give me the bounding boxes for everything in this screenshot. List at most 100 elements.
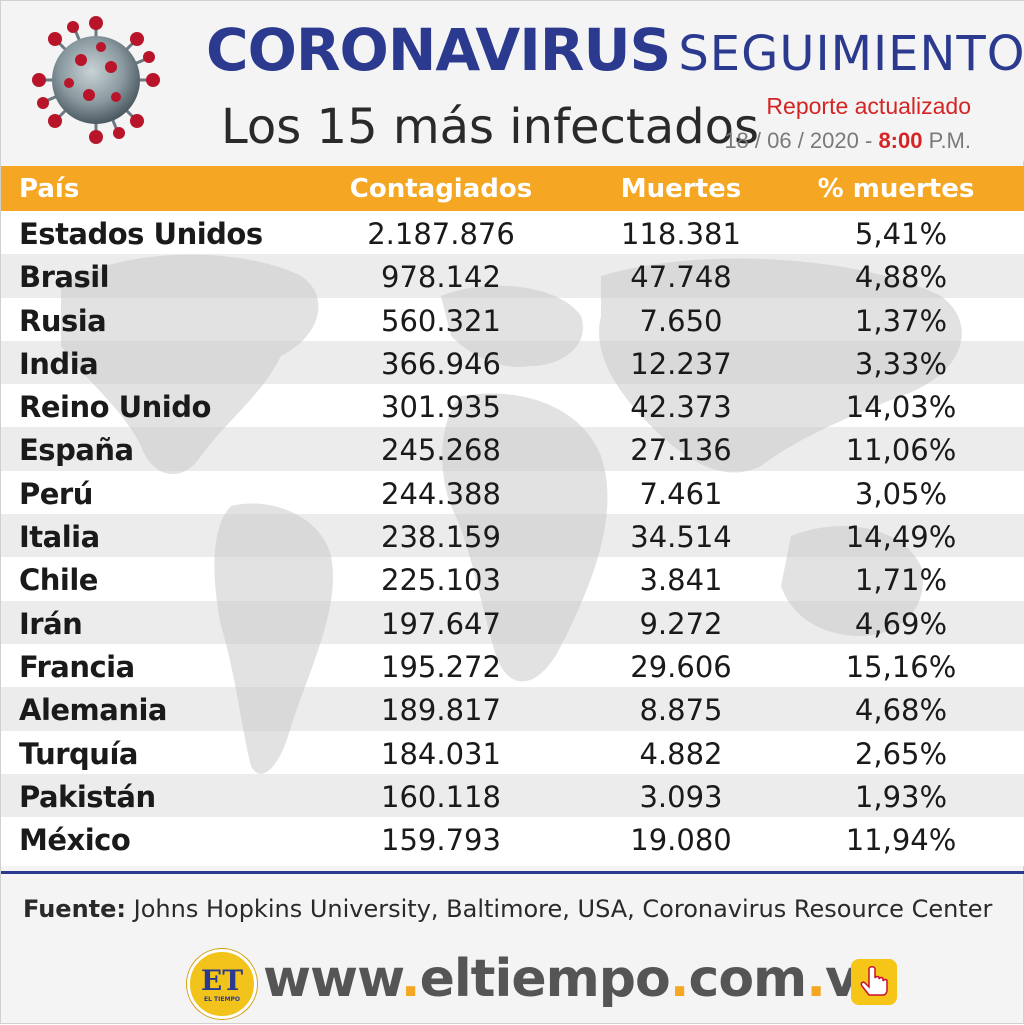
cell-pais: España [19, 433, 134, 468]
cell-contagiados: 160.118 [381, 779, 501, 814]
cell-muertes: 42.373 [630, 390, 732, 425]
source-label: Fuente: [23, 895, 126, 923]
cell-contagiados: 238.159 [381, 520, 501, 555]
cell-pais: Francia [19, 649, 135, 684]
table-row: India 366.946 12.237 3,33% [1, 340, 1024, 385]
cell-pais: Alemania [19, 693, 168, 728]
cell-contagiados: 245.268 [381, 433, 501, 468]
source-text: Johns Hopkins University, Baltimore, USA… [133, 895, 993, 923]
cell-contagiados: 978.142 [381, 260, 501, 295]
el-tiempo-logo: ET EL TIEMPO [187, 949, 257, 1019]
table-row: Brasil 978.142 47.748 4,88% [1, 254, 1024, 298]
cell-contagiados: 225.103 [381, 563, 501, 598]
cell-pais: Reino Unido [19, 390, 211, 425]
cell-pct: 11,06% [845, 433, 957, 468]
cell-contagiados: 195.272 [381, 649, 501, 684]
logo-small-text: EL TIEMPO [204, 996, 240, 1003]
cell-pct: 14,03% [845, 390, 957, 425]
cell-muertes: 8.875 [639, 693, 723, 728]
cell-pct: 15,16% [845, 649, 957, 684]
table-row: Francia 195.272 29.606 15,16% [1, 644, 1024, 687]
cell-muertes: 9.272 [639, 606, 723, 641]
data-table: País Contagiados Muertes % muertes Estad… [1, 166, 1024, 866]
cell-pais: Turquía [19, 736, 138, 771]
table-row: México 159.793 19.080 11,94% [1, 817, 1024, 860]
table-row: España 245.268 27.136 11,06% [1, 427, 1024, 471]
cell-pct: 1,37% [854, 303, 948, 338]
cell-muertes: 27.136 [630, 433, 732, 468]
cell-pct: 1,93% [854, 779, 948, 814]
cell-muertes: 7.461 [639, 476, 723, 511]
cell-contagiados: 560.321 [381, 303, 501, 338]
cell-pct: 4,88% [854, 260, 948, 295]
column-header-pct-muertes: % muertes [817, 174, 975, 204]
report-time: 8:00 [878, 128, 923, 153]
cell-pais: México [19, 823, 131, 858]
url-part: eltiempo [419, 949, 671, 1009]
table-row: Chile 225.103 3.841 1,71% [1, 557, 1024, 600]
website-url[interactable]: www.eltiempo.com.ve [263, 949, 893, 1009]
column-header-contagiados: Contagiados [349, 174, 533, 204]
world-map-background [61, 254, 962, 774]
cell-pais: Irán [19, 606, 83, 641]
report-info: Reporte actualizado 18 / 06 / 2020 - 8:0… [724, 93, 971, 154]
cell-contagiados: 184.031 [381, 736, 501, 771]
cell-muertes: 34.514 [630, 520, 732, 555]
title-bold: CORONAVIRUS [206, 16, 671, 84]
column-header-muertes: Muertes [620, 174, 742, 204]
pointer-hand-icon [851, 959, 897, 1005]
source-note: Fuente: Johns Hopkins University, Baltim… [23, 895, 992, 923]
table-row: Irán 197.647 9.272 4,69% [1, 600, 1024, 644]
cell-muertes: 47.748 [630, 260, 732, 295]
report-label: Reporte actualizado [766, 93, 971, 119]
subtitle: Los 15 más infectados [221, 99, 759, 155]
title-light: SEGUIMIENTO [678, 26, 1024, 82]
cell-contagiados: 159.793 [381, 823, 501, 858]
cell-muertes: 3.841 [639, 563, 723, 598]
cell-pct: 3,33% [854, 346, 948, 381]
cell-pct: 1,71% [854, 563, 948, 598]
cell-pais: Rusia [19, 303, 107, 338]
cell-pais: Perú [19, 476, 93, 511]
table-row: Estados Unidos 2.187.876 118.381 5,41% [1, 211, 1024, 254]
cell-pct: 14,49% [845, 520, 957, 555]
cell-muertes: 19.080 [630, 823, 732, 858]
url-part: www [263, 949, 402, 1009]
cell-pct: 5,41% [854, 217, 948, 251]
cell-contagiados: 2.187.876 [367, 217, 515, 251]
cell-pais: Estados Unidos [19, 217, 263, 251]
footer: ET EL TIEMPO www.eltiempo.com.ve [1, 941, 1024, 1025]
cell-pct: 4,69% [854, 606, 948, 641]
divider [1, 871, 1024, 874]
cell-pct: 11,94% [845, 823, 957, 858]
cell-muertes: 7.650 [639, 303, 723, 338]
cell-pais: Brasil [19, 260, 110, 295]
header: CORONAVIRUS SEGUIMIENTO Los 15 más infect… [1, 1, 1024, 161]
table-row: Rusia 560.321 7.650 1,37% [1, 298, 1024, 341]
cell-pct: 3,05% [854, 476, 948, 511]
column-header-pais: País [19, 174, 80, 204]
table-body: Estados Unidos 2.187.876 118.381 5,41% Bras… [1, 211, 1024, 860]
coronavirus-icon [32, 16, 160, 144]
cell-contagiados: 366.946 [381, 346, 501, 381]
cell-muertes: 3.093 [639, 779, 723, 814]
url-dot: . [806, 949, 826, 1009]
cell-pais: India [19, 346, 99, 381]
report-datetime: 18 / 06 / 2020 - 8:00 P.M. [724, 128, 971, 154]
cell-pais: Chile [19, 563, 98, 598]
cell-muertes: 12.237 [630, 346, 732, 381]
table-row: Alemania 189.817 8.875 4,68% [1, 687, 1024, 731]
cell-pct: 4,68% [854, 693, 948, 728]
table-row: Reino Unido 301.935 42.373 14,03% [1, 384, 1024, 427]
cell-pais: Italia [19, 520, 100, 555]
cell-contagiados: 301.935 [381, 390, 501, 425]
report-date: 18 / 06 / 2020 - [724, 128, 873, 153]
table-row: Pakistán 160.118 3.093 1,93% [1, 773, 1024, 818]
cell-muertes: 118.381 [621, 217, 741, 251]
cell-contagiados: 244.388 [381, 476, 501, 511]
cell-contagiados: 197.647 [381, 606, 501, 641]
cell-contagiados: 189.817 [381, 693, 501, 728]
cell-pct: 2,65% [854, 736, 948, 771]
report-ampm: P.M. [928, 128, 971, 153]
